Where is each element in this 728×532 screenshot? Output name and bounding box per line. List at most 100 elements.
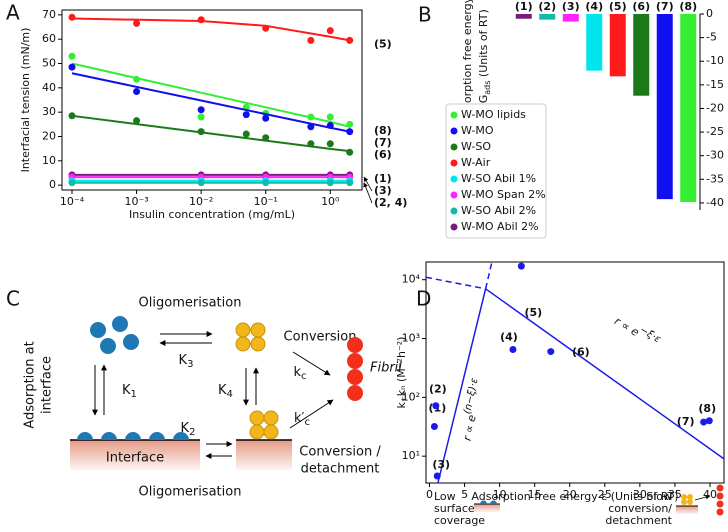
- data-point: [705, 417, 713, 425]
- data-point: [346, 179, 354, 187]
- category-label: (2): [538, 0, 556, 13]
- interface: [70, 440, 200, 470]
- fibril: [347, 337, 363, 401]
- rate-label: kc: [293, 365, 306, 383]
- data-point: [262, 24, 270, 32]
- data-point: [307, 36, 315, 44]
- legend-label: W-MO lipids: [461, 108, 526, 121]
- icon: [716, 484, 724, 516]
- series-label: (3): [374, 184, 392, 197]
- y-tick-label: 30: [42, 105, 56, 118]
- legend-marker: [450, 207, 458, 215]
- data-point: [68, 63, 76, 71]
- data-point: [346, 120, 354, 128]
- y-tick-label: 0: [706, 7, 713, 20]
- data-point: [68, 52, 76, 60]
- legend-marker: [450, 111, 458, 119]
- data-point: [547, 348, 555, 356]
- diagram-text: Fibril: [370, 361, 402, 376]
- data-point: [262, 114, 270, 122]
- series-label: (7): [374, 136, 392, 149]
- y-tick-label: -25: [706, 125, 724, 138]
- data-point: [326, 27, 334, 35]
- bar: [633, 14, 650, 96]
- icon: [694, 494, 711, 501]
- diagram-text: Adsorption at: [23, 341, 38, 428]
- legend-marker: [450, 223, 458, 231]
- data-point: [307, 140, 315, 148]
- diagram-text: Conversion: [284, 330, 357, 345]
- y-tick-label: -20: [706, 101, 724, 114]
- point-label: (8): [698, 402, 716, 415]
- fit-line: [484, 261, 493, 289]
- arrow: [289, 399, 334, 429]
- data-point: [262, 134, 270, 142]
- data-point: [242, 111, 250, 119]
- category-label: (1): [515, 0, 533, 13]
- diagram-text: Conversion /: [299, 445, 381, 460]
- bar: [609, 14, 626, 77]
- point-label: (2): [429, 383, 447, 396]
- data-point: [133, 75, 141, 83]
- y-tick-label: -5: [706, 31, 717, 44]
- y-tick-label: 10: [42, 154, 56, 167]
- data-point: [517, 262, 525, 270]
- y-tick-label: 0: [49, 178, 56, 191]
- x-tick-label: 35: [668, 488, 682, 501]
- y-axis-label: k₊kₙ (M⁻²h⁻²): [395, 337, 408, 409]
- icon: [474, 504, 500, 512]
- data-point: [326, 122, 334, 130]
- adsorbed-monomers: [77, 432, 189, 440]
- data-point: [346, 36, 354, 44]
- adsorbed-oligomer: [249, 410, 279, 440]
- diagram-text: detachment: [301, 462, 380, 477]
- legend-label: W-SO Abil 1%: [461, 172, 536, 185]
- data-point: [326, 140, 334, 148]
- diagram-text: Interface: [106, 451, 164, 466]
- label-arrow: [363, 182, 373, 204]
- icon: [681, 494, 693, 505]
- rate-label: K1: [122, 383, 137, 401]
- annotation-part: r ∝ e: [461, 413, 479, 442]
- category-label: (4): [585, 0, 603, 13]
- annotation: r ∝ e−ξ·ε: [612, 311, 663, 351]
- y-tick-label: 70: [42, 8, 56, 21]
- x-tick-label: 10: [493, 488, 507, 501]
- x-axis-label: Insulin concentration (mg/mL): [129, 208, 295, 221]
- rate-label: K3: [179, 353, 194, 371]
- legend-marker: [450, 127, 458, 135]
- bar: [586, 14, 603, 71]
- note-text: coverage: [434, 514, 485, 527]
- data-point: [197, 179, 205, 187]
- x-tick-label: 40: [703, 488, 717, 501]
- y-tick-label: -40: [706, 196, 724, 209]
- fit-line: [71, 72, 350, 133]
- data-point: [307, 123, 315, 131]
- data-point: [700, 418, 708, 426]
- x-axis-label: Adsorption free energy ε (Units of RT): [471, 490, 678, 503]
- legend-label: W-Air: [461, 156, 491, 169]
- data-point: [68, 112, 76, 120]
- data-point: [133, 117, 141, 125]
- point-label: (4): [500, 331, 518, 344]
- data-point: [326, 113, 334, 121]
- diagram-text: interface: [40, 356, 55, 414]
- arrow: [292, 351, 331, 376]
- y-tick-label: -35: [706, 172, 724, 185]
- fit-line: [71, 17, 350, 42]
- data-point: [197, 16, 205, 24]
- x-tick-label: 15: [528, 488, 542, 501]
- y-tick-label: 60: [42, 32, 56, 45]
- data-point: [197, 106, 205, 114]
- legend-label: W-MO Span 2%: [461, 188, 546, 201]
- y-tick-label: 50: [42, 57, 56, 70]
- legend-box: [445, 103, 547, 239]
- legend-marker: [450, 143, 458, 151]
- data-point: [433, 472, 441, 480]
- data-point: [509, 346, 517, 354]
- y-tick-label: -10: [706, 54, 724, 67]
- y-tick-label: -15: [706, 78, 724, 91]
- category-label: (7): [656, 0, 674, 13]
- x-tick-label: 10⁻¹: [254, 195, 278, 208]
- y-tick-label: 10²: [402, 390, 420, 403]
